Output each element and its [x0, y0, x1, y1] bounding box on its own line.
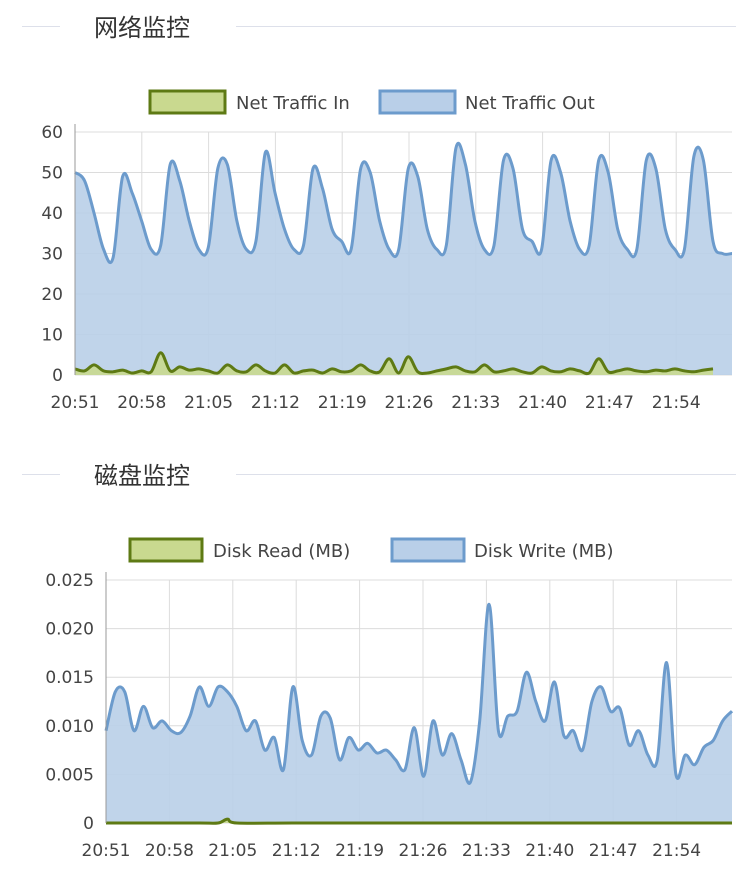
- x-tick-label: 21:47: [589, 841, 638, 861]
- x-tick-label: 20:51: [82, 841, 131, 861]
- header-divider-right: [236, 26, 736, 27]
- series-area-out: [106, 604, 732, 823]
- y-tick-label: 60: [41, 123, 63, 143]
- y-tick-label: 50: [41, 164, 63, 184]
- y-tick-label: 0: [52, 366, 63, 386]
- x-tick-label: 21:26: [385, 393, 434, 413]
- x-tick-label: 20:51: [51, 393, 100, 413]
- y-tick-label: 0.020: [45, 620, 94, 640]
- x-tick-label: 21:26: [399, 841, 448, 861]
- network-monitor-section: 网络监控: [0, 0, 741, 44]
- x-tick-label: 21:33: [462, 841, 511, 861]
- x-tick-label: 20:58: [117, 393, 166, 413]
- legend-swatch: [390, 537, 466, 563]
- header-divider-left: [22, 26, 60, 27]
- network-traffic-chart: 0 10 20 30 40 50 60 20:51 20:58 21:05 21:12 21:19 21…: [41, 89, 733, 413]
- series-line-in: [74, 351, 714, 376]
- y-tick-label: 20: [41, 285, 63, 305]
- legend-label: Net Traffic In: [236, 93, 350, 114]
- x-tick-label: 21:40: [518, 393, 567, 413]
- header-divider-left: [22, 474, 60, 475]
- legend-swatch: [378, 89, 457, 115]
- x-tick-label: 21:05: [184, 393, 233, 413]
- series-line-in: [106, 817, 732, 825]
- legend-swatch: [148, 89, 227, 115]
- header-divider-right: [236, 474, 736, 475]
- legend-label: Disk Read (MB): [213, 541, 350, 562]
- series-line-out: [74, 141, 733, 264]
- legend-label: Net Traffic Out: [465, 93, 595, 114]
- y-tick-label: 0.010: [45, 717, 94, 737]
- y-tick-label: 0.005: [45, 765, 94, 785]
- x-tick-label: 20:58: [145, 841, 194, 861]
- y-tick-label: 10: [41, 326, 63, 346]
- series-area-out: [75, 143, 732, 375]
- x-tick-label: 21:19: [318, 393, 367, 413]
- x-tick-label: 21:12: [251, 393, 300, 413]
- section-title-network: 网络监控: [94, 14, 190, 42]
- x-tick-label: 21:40: [525, 841, 574, 861]
- y-tick-label: 0.025: [45, 571, 94, 591]
- x-tick-label: 21:54: [652, 841, 701, 861]
- y-tick-label: 30: [41, 245, 63, 265]
- y-tick-label: 40: [41, 204, 63, 224]
- series-line-out: [104, 602, 734, 785]
- legend-swatch: [128, 537, 204, 563]
- x-tick-label: 21:19: [335, 841, 384, 861]
- y-tick-label: 0: [83, 814, 94, 834]
- disk-section-header: 磁盘监控: [0, 448, 741, 492]
- section-title-disk: 磁盘监控: [94, 462, 190, 490]
- disk-monitor-section: 磁盘监控: [0, 448, 741, 492]
- x-tick-label: 21:54: [652, 393, 701, 413]
- x-tick-label: 21:47: [585, 393, 634, 413]
- x-tick-label: 21:12: [272, 841, 321, 861]
- network-section-header: 网络监控: [0, 0, 741, 44]
- y-tick-label: 0.015: [45, 668, 94, 688]
- x-tick-label: 21:05: [208, 841, 257, 861]
- legend-label: Disk Write (MB): [474, 541, 614, 562]
- disk-io-chart: 0 0.005 0.010 0.015 0.020 0.025 20:51 20:58 21:0…: [45, 537, 734, 861]
- x-tick-label: 21:33: [451, 393, 500, 413]
